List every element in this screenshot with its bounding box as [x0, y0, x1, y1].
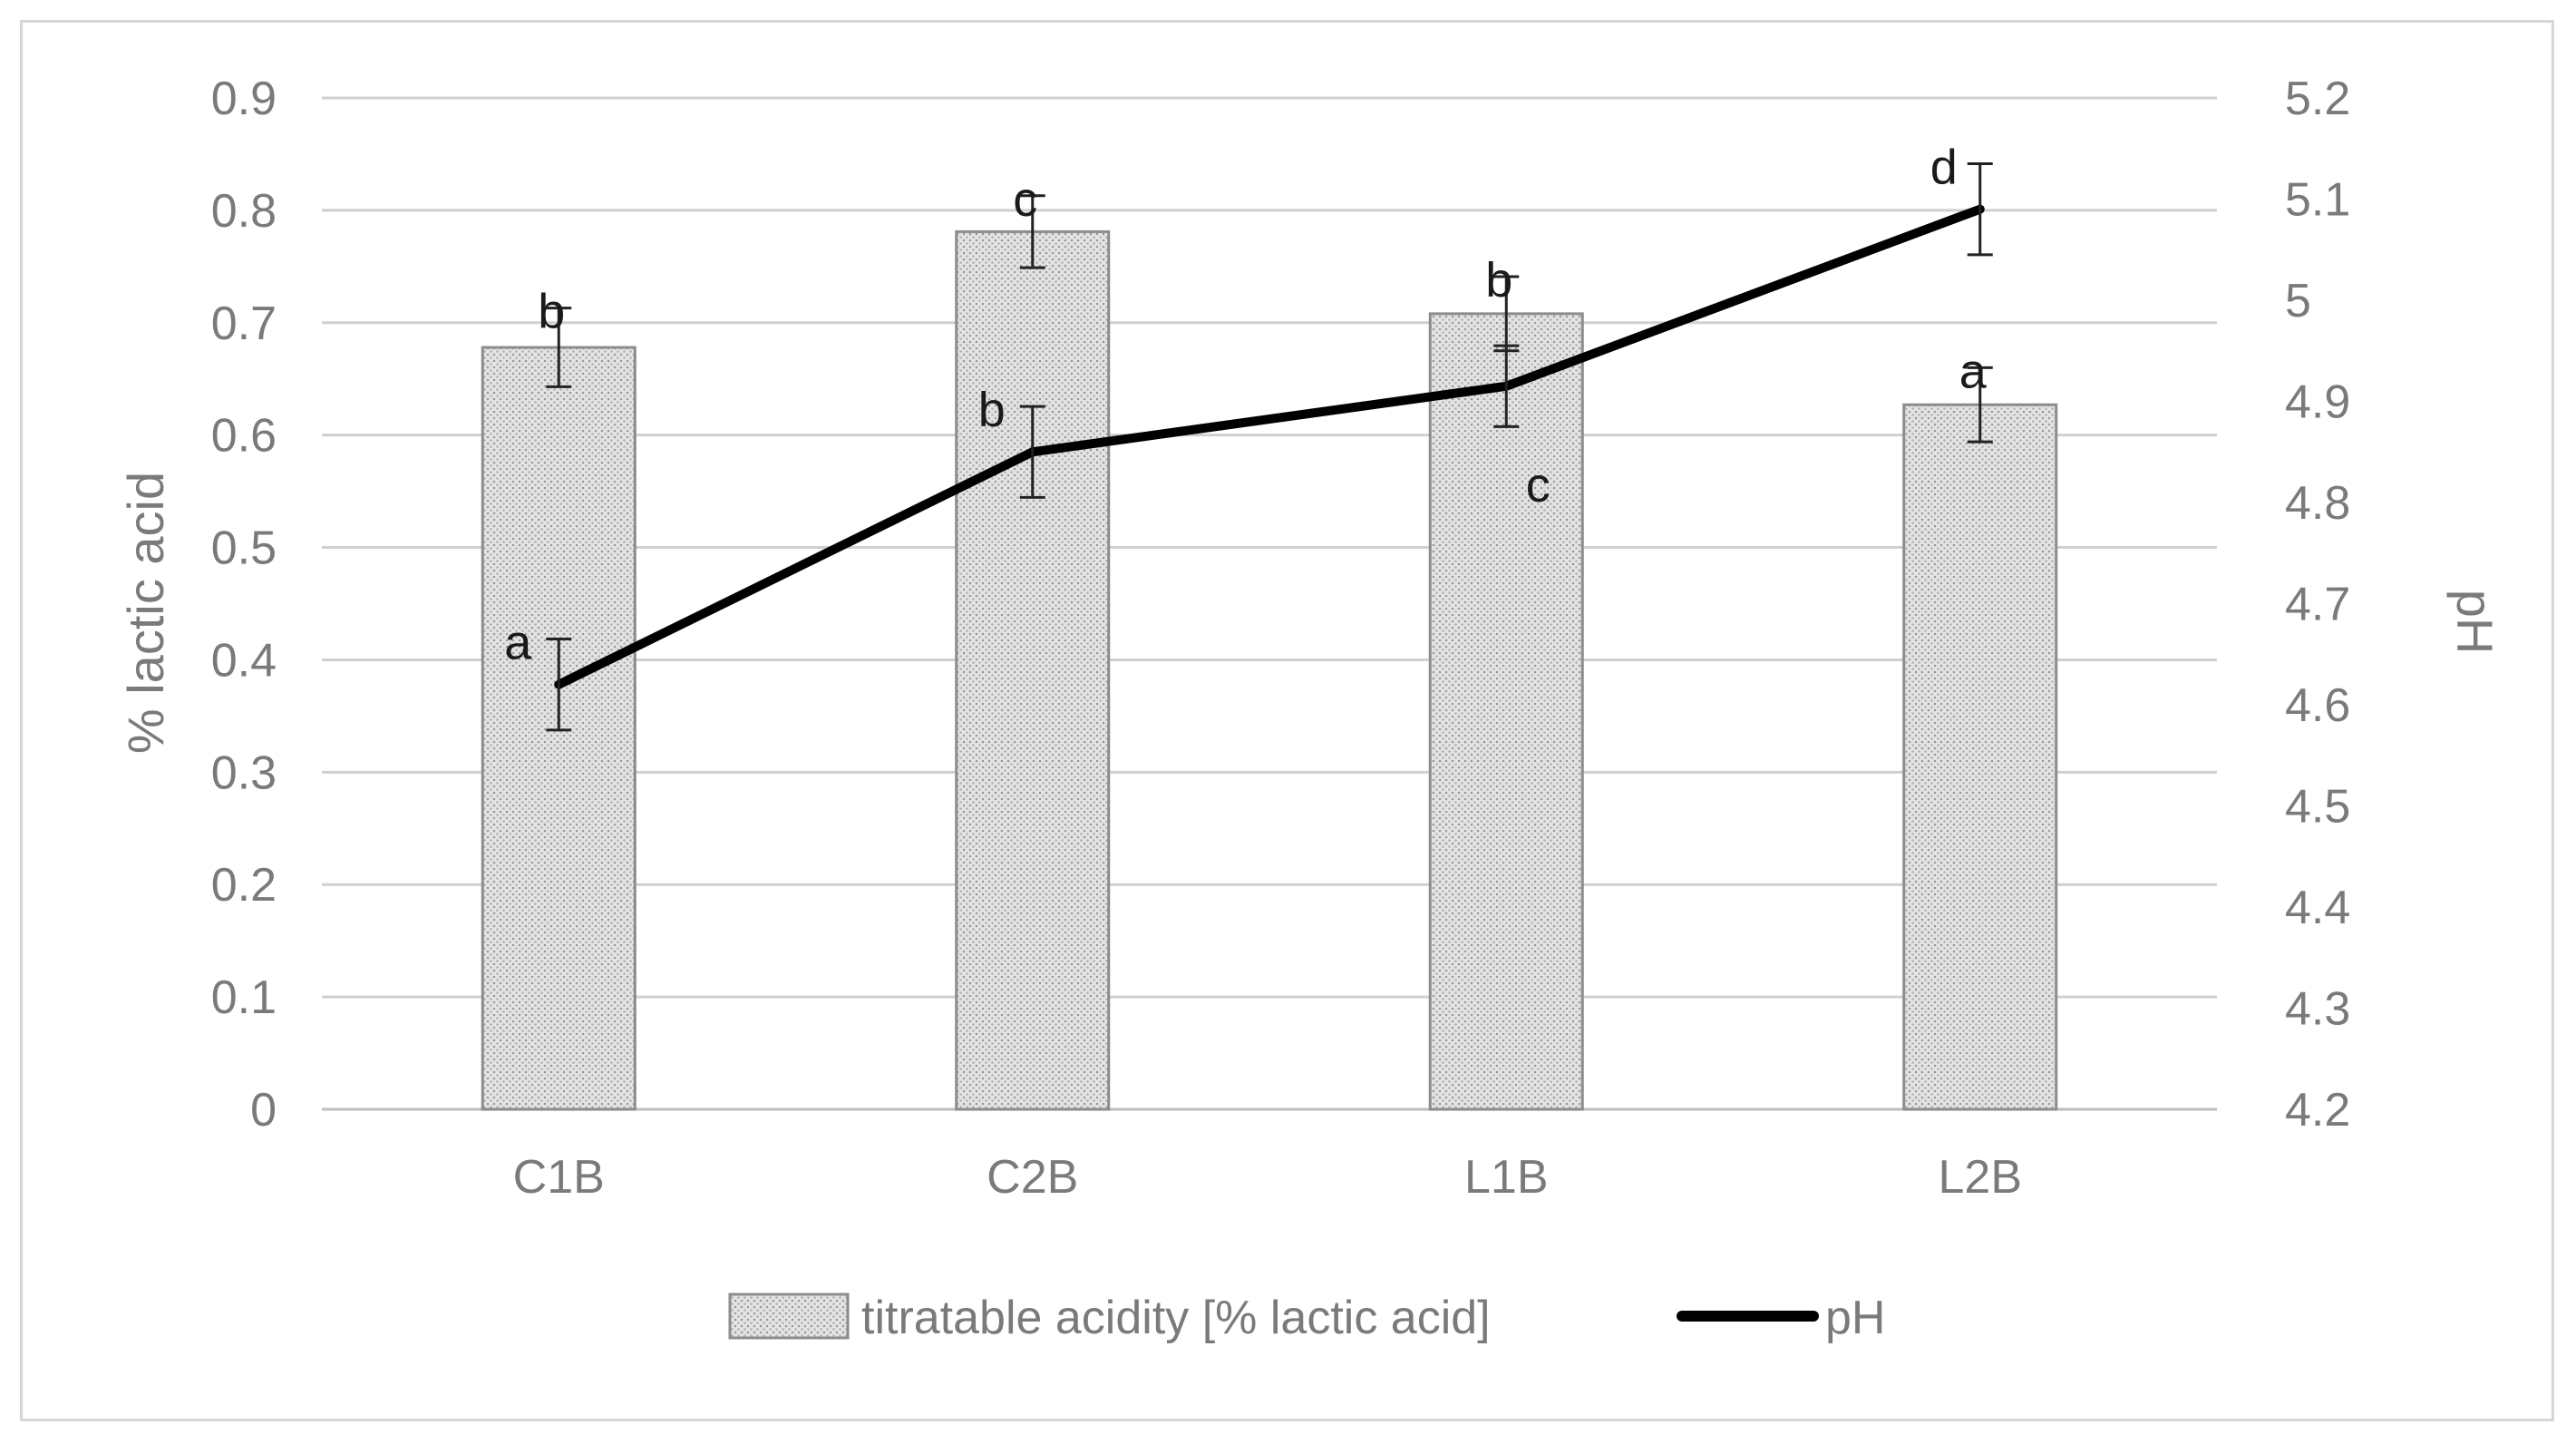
- left-axis-title: % lactic acid: [117, 472, 174, 754]
- bar-series: [481, 229, 2058, 1111]
- y2-tick-label: 4.8: [2285, 477, 2350, 530]
- y2-tick-label: 5: [2285, 275, 2311, 327]
- bar-L2B: [1902, 403, 2058, 1111]
- y-tick-label: 0.8: [211, 185, 277, 238]
- gridlines: [322, 96, 2217, 1111]
- y-tick-label: 0.4: [211, 634, 277, 687]
- bar-sig-label: c: [1013, 172, 1037, 227]
- right-axis-title: pH: [2446, 590, 2503, 655]
- ph-sig-label: a: [504, 616, 532, 670]
- x-tick-label: C2B: [987, 1151, 1078, 1204]
- bar-sig-label: b: [1485, 253, 1512, 307]
- significance-labels: b c b a a b c d: [504, 140, 1988, 669]
- ph-sig-label: b: [978, 383, 1006, 437]
- legend-swatch-bar: [728, 1293, 850, 1340]
- y-tick-label: 0.1: [211, 971, 277, 1024]
- y-tick-label: 0.6: [211, 410, 277, 463]
- y2-tick-label: 5.2: [2285, 73, 2350, 125]
- legend-label-line: pH: [1825, 1292, 1885, 1344]
- y-tick-label: 0.2: [211, 859, 277, 912]
- y2-tick-label: 4.9: [2285, 376, 2350, 429]
- y-tick-label: 0.7: [211, 298, 277, 350]
- x-tick-label: C1B: [513, 1151, 605, 1204]
- y2-tick-label: 4.2: [2285, 1084, 2350, 1137]
- bar-L1B: [1428, 312, 1584, 1111]
- ph-line-series: [554, 204, 1985, 689]
- y2-tick-label: 4.4: [2285, 882, 2350, 934]
- category-axis-ticks: C1B C2B L1B L2B: [513, 1151, 2022, 1204]
- y2-tick-label: 4.5: [2285, 781, 2350, 834]
- y2-tick-label: 5.1: [2285, 174, 2350, 227]
- bar-sig-label: a: [1959, 344, 1988, 398]
- legend-label-bar: titratable acidity [% lactic acid]: [861, 1292, 1491, 1344]
- x-tick-label: L2B: [1938, 1151, 2022, 1204]
- ph-line: [554, 204, 1985, 689]
- legend: titratable acidity [% lactic acid] pH: [728, 1292, 1885, 1344]
- y2-tick-label: 4.7: [2285, 579, 2350, 631]
- y-tick-label: 0.5: [211, 522, 277, 575]
- bar-sig-label: b: [538, 285, 565, 339]
- ph-error-bars: [546, 161, 1993, 732]
- bar-error-bars: [546, 194, 1993, 444]
- left-axis-ticks: 0 0.1 0.2 0.3 0.4 0.5 0.6 0.7 0.8 0.9: [211, 73, 277, 1137]
- chart-frame: 0 0.1 0.2 0.3 0.4 0.5 0.6 0.7 0.8 0.9 4.2 4.3 4.4 4.…: [20, 20, 2554, 1421]
- combo-chart: 00.10.20.30.40.50.60.70.80.9 4.24.34.44.…: [117, 73, 2503, 1344]
- ph-sig-label: c: [1526, 458, 1550, 512]
- y2-tick-label: 4.6: [2285, 679, 2350, 732]
- y-tick-label: 0: [250, 1084, 277, 1137]
- ph-sig-label: d: [1930, 140, 1958, 194]
- y-tick-label: 0.3: [211, 746, 277, 799]
- x-tick-label: L1B: [1464, 1151, 1549, 1204]
- bar-C2B: [955, 229, 1111, 1111]
- y2-tick-label: 4.3: [2285, 983, 2350, 1036]
- right-axis-ticks: 4.2 4.3 4.4 4.5 4.6 4.7 4.8 4.9 5 5.1 5.2: [2285, 73, 2350, 1137]
- y-tick-label: 0.9: [211, 73, 277, 125]
